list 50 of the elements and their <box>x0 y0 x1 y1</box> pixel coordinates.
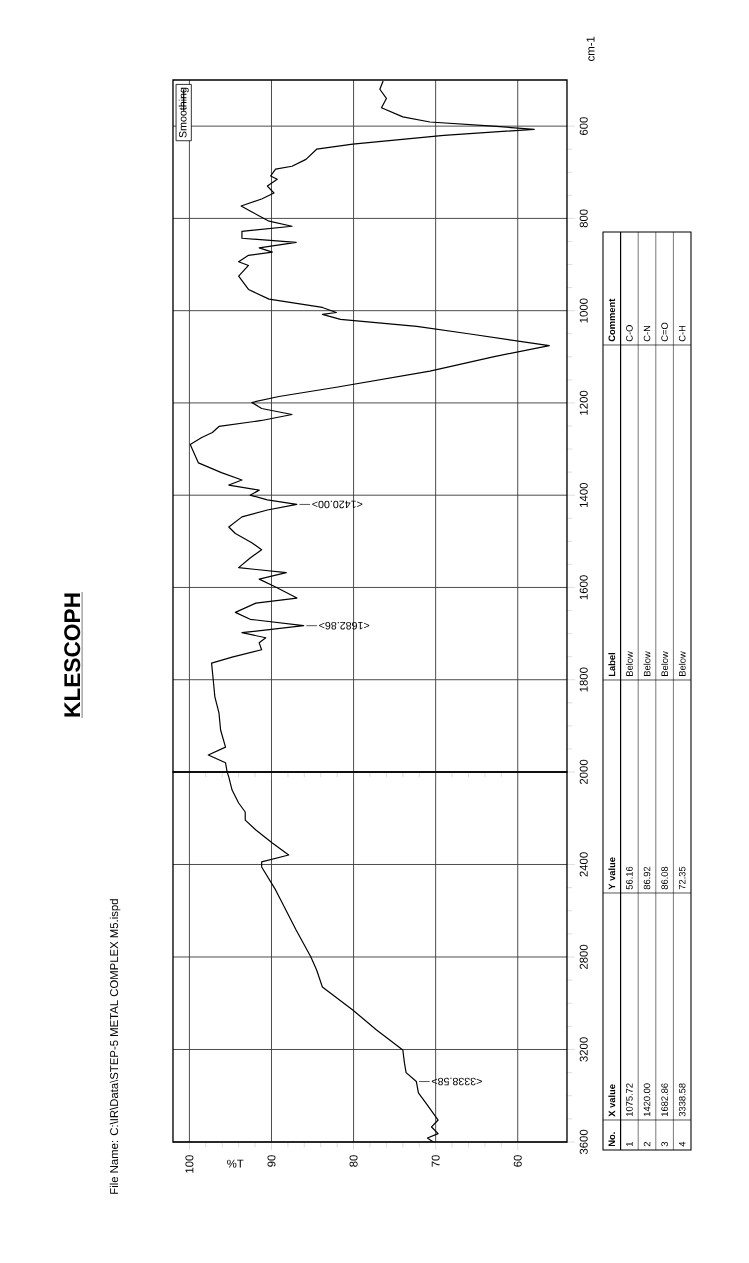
y-tick-label: 1600 <box>579 575 588 600</box>
text: C-N <box>643 325 651 342</box>
annotation: <1682.86> <box>319 621 370 630</box>
y-axis-title: cm-1 <box>586 36 595 61</box>
text: Below <box>661 651 669 676</box>
y-tick-label: 3200 <box>579 1037 588 1062</box>
x-tick-label: 80 <box>349 1155 358 1167</box>
text: 1682.86 <box>661 1083 668 1117</box>
y-tick-label: 1800 <box>579 667 588 692</box>
text: Below <box>625 651 633 676</box>
y-tick-label: 800 <box>579 209 588 228</box>
text: 1075.72 <box>626 1083 633 1117</box>
text: 3338.58 <box>678 1083 686 1117</box>
text: 3 <box>661 1141 668 1147</box>
y-tick-label: 2800 <box>579 944 588 970</box>
text: C-H <box>678 325 686 342</box>
text: Y value <box>608 857 616 890</box>
x-tick-label: 60 <box>513 1155 522 1167</box>
x-axis-title: %T <box>227 1159 244 1168</box>
y-tick-label: 1400 <box>579 483 588 507</box>
text: Below <box>678 651 686 676</box>
text: File Name: C:\IR\Data\STEP-5 METAL COMPLEX M5.ispd <box>109 899 121 1194</box>
y-tick-label: 3600 <box>579 1129 588 1155</box>
text: 86.92 <box>643 866 651 890</box>
text: 1 <box>626 1142 633 1147</box>
text: Below <box>643 651 651 676</box>
annotation: <1420.00> <box>312 500 363 509</box>
text: 56.16 <box>626 866 633 890</box>
text: C-O <box>626 325 633 342</box>
text: 72.35 <box>678 866 686 890</box>
y-tick-label: 2000 <box>579 759 588 785</box>
y-tick-label: 2400 <box>579 852 588 877</box>
annotation: <3338.58> <box>431 1077 482 1086</box>
text: No. <box>608 1132 616 1147</box>
y-tick-label: 1200 <box>579 390 588 415</box>
text: X value <box>608 1084 616 1117</box>
text: Comment <box>608 298 616 342</box>
text: 1420.00 <box>643 1083 651 1117</box>
text: 86.08 <box>661 866 668 890</box>
text: C=O <box>661 322 668 342</box>
y-tick-label: 1000 <box>579 298 588 323</box>
chart-title: KLESCOPH <box>64 593 81 717</box>
x-tick-label: 90 <box>267 1155 276 1167</box>
y-tick-label: 600 <box>579 117 588 136</box>
text: 4 <box>678 1141 686 1147</box>
text: 2 <box>643 1142 651 1147</box>
x-tick-label: 70 <box>431 1155 440 1167</box>
text: Smoothing <box>178 87 189 138</box>
x-tick-label: 100 <box>185 1155 194 1173</box>
text: Label <box>608 653 616 677</box>
